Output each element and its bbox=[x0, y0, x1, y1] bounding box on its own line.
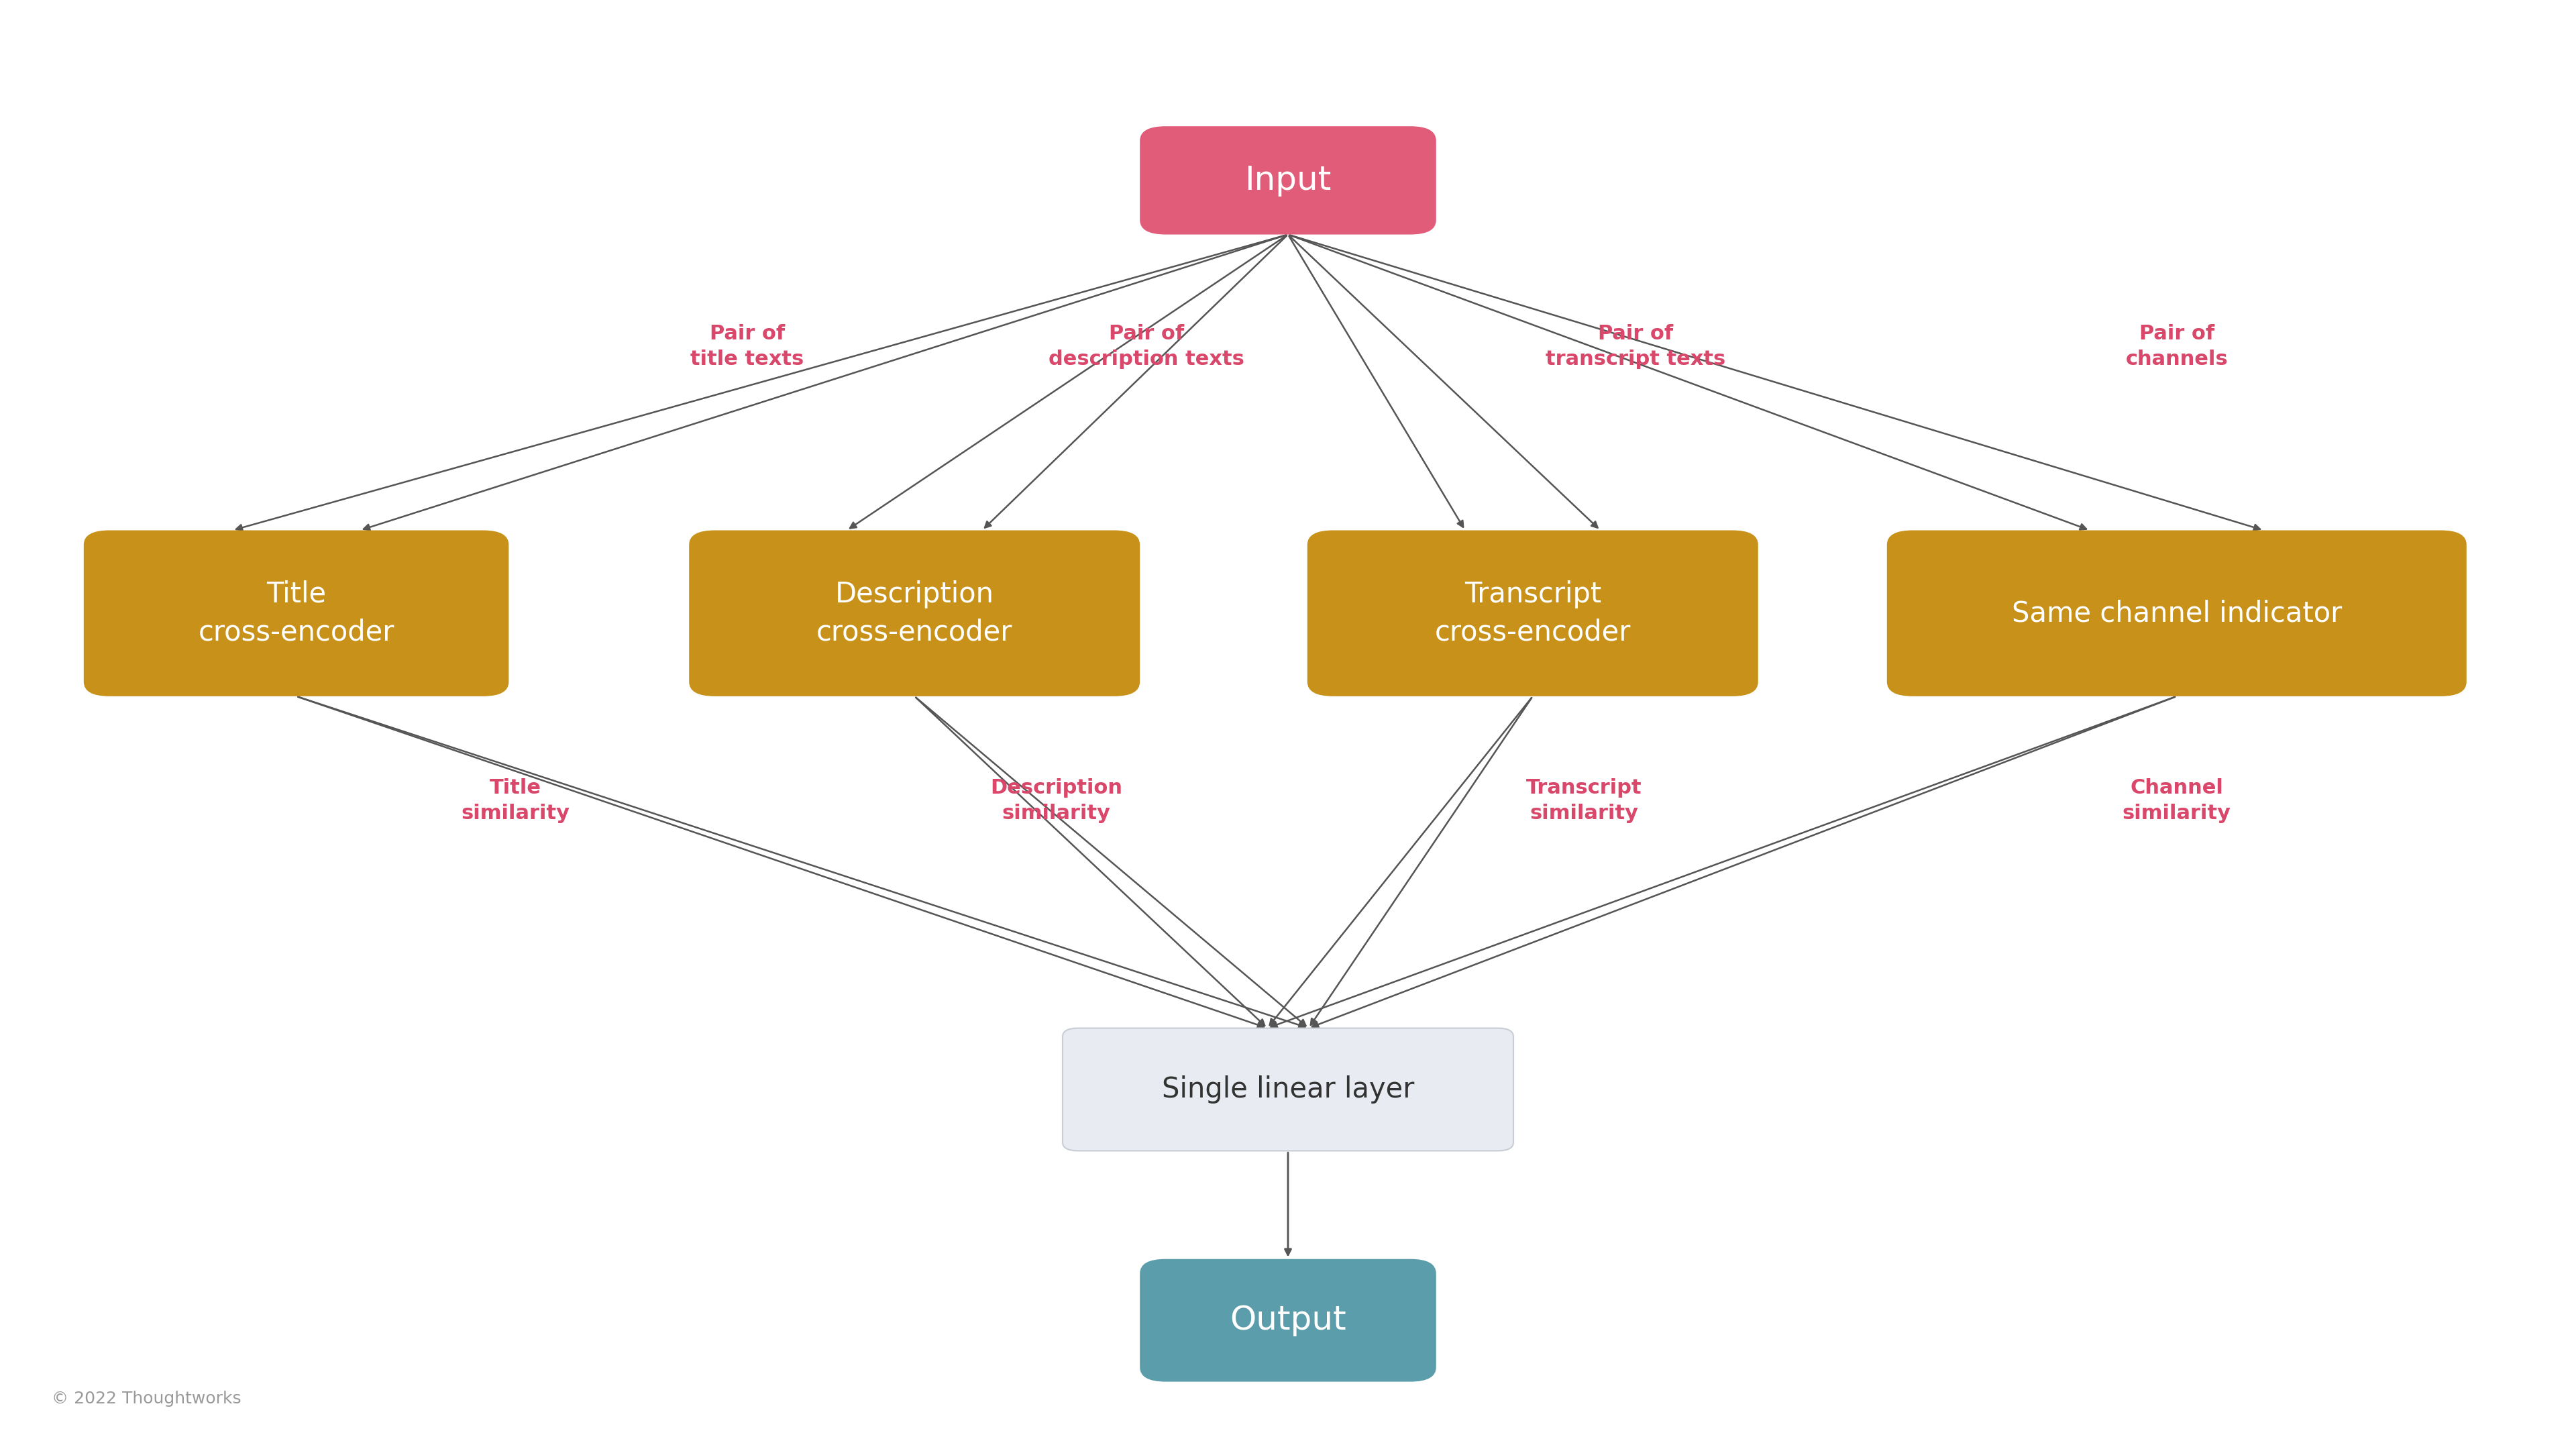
FancyBboxPatch shape bbox=[1306, 531, 1757, 697]
Text: Pair of
transcript texts: Pair of transcript texts bbox=[1546, 323, 1726, 369]
Text: Pair of
title texts: Pair of title texts bbox=[690, 323, 804, 369]
Text: Title
similarity: Title similarity bbox=[461, 778, 569, 824]
Text: Description
cross-encoder: Description cross-encoder bbox=[817, 580, 1012, 646]
Text: Pair of
channels: Pair of channels bbox=[2125, 323, 2228, 369]
FancyBboxPatch shape bbox=[1886, 531, 2465, 697]
FancyBboxPatch shape bbox=[1139, 1258, 1437, 1382]
FancyBboxPatch shape bbox=[1061, 1029, 1512, 1152]
Text: Transcript
cross-encoder: Transcript cross-encoder bbox=[1435, 580, 1631, 646]
FancyBboxPatch shape bbox=[1139, 127, 1437, 234]
Text: Output: Output bbox=[1229, 1304, 1347, 1336]
Text: Input: Input bbox=[1244, 165, 1332, 196]
Text: Same channel indicator: Same channel indicator bbox=[2012, 599, 2342, 628]
Text: Single linear layer: Single linear layer bbox=[1162, 1075, 1414, 1104]
FancyBboxPatch shape bbox=[82, 531, 510, 697]
Text: Title
cross-encoder: Title cross-encoder bbox=[198, 580, 394, 646]
Text: Pair of
description texts: Pair of description texts bbox=[1048, 323, 1244, 369]
Text: Transcript
similarity: Transcript similarity bbox=[1528, 778, 1641, 824]
FancyBboxPatch shape bbox=[688, 531, 1139, 697]
Text: Description
similarity: Description similarity bbox=[989, 778, 1123, 824]
Text: © 2022 Thoughtworks: © 2022 Thoughtworks bbox=[52, 1391, 242, 1407]
Text: Channel
similarity: Channel similarity bbox=[2123, 778, 2231, 824]
